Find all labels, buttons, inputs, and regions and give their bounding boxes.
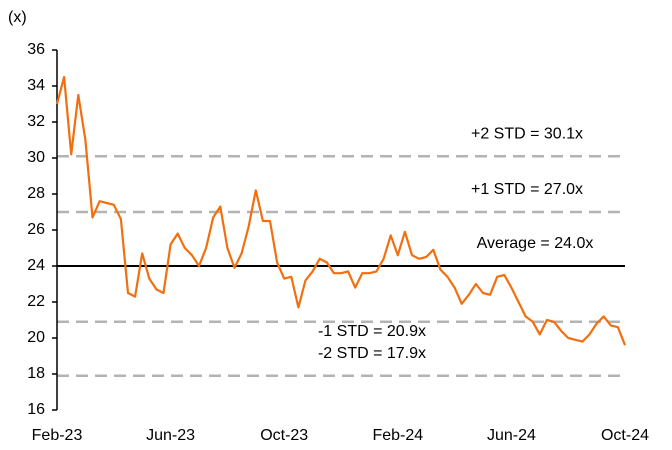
series-line xyxy=(55,75,627,346)
reference-label: -2 STD = 17.9x xyxy=(318,345,426,362)
y-axis-label: (x) xyxy=(8,9,27,26)
y-tick-label: 26 xyxy=(27,221,45,238)
reference-label: +1 STD = 27.0x xyxy=(471,181,583,198)
x-tick-label: Oct-23 xyxy=(260,427,308,444)
x-tick-label: Feb-23 xyxy=(32,427,83,444)
x-tick-label: Feb-24 xyxy=(372,427,423,444)
reference-label: Average = 24.0x xyxy=(477,235,594,252)
reference-label: -1 STD = 20.9x xyxy=(318,323,426,340)
y-tick-label: 24 xyxy=(27,257,45,274)
x-tick-label: Jun-23 xyxy=(146,427,195,444)
y-tick-label: 22 xyxy=(27,293,45,310)
y-tick-label: 20 xyxy=(27,329,45,346)
y-tick-label: 28 xyxy=(27,185,45,202)
x-tick-label: Oct-24 xyxy=(601,427,649,444)
x-tick-label: Jun-24 xyxy=(487,427,536,444)
y-tick-label: 36 xyxy=(27,41,45,58)
y-tick-label: 30 xyxy=(27,149,45,166)
y-tick-label: 16 xyxy=(27,401,45,418)
y-tick-label: 18 xyxy=(27,365,45,382)
reference-label: +2 STD = 30.1x xyxy=(471,125,583,142)
y-tick-label: 34 xyxy=(27,77,45,94)
y-tick-label: 32 xyxy=(27,113,45,130)
